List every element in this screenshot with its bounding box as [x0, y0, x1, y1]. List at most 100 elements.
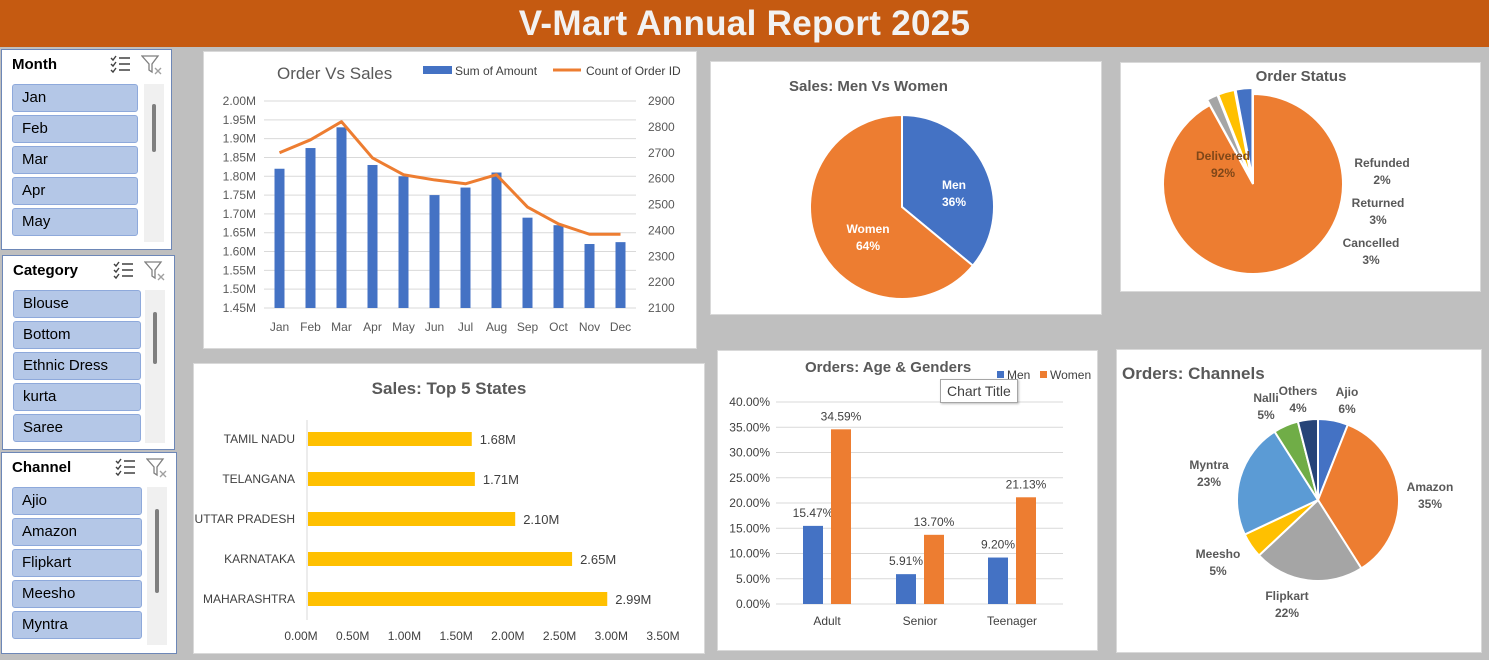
x-tick: Adult: [813, 614, 841, 628]
y-left-tick: 1.75M: [223, 188, 256, 202]
state-label: UTTAR PRADESH: [195, 512, 295, 526]
y-tick: 20.00%: [729, 496, 770, 510]
top-5-states-panel[interactable]: Sales: Top 5 States TAMIL NADU 1.68M TELANG…: [193, 363, 705, 654]
slicer-item-month[interactable]: Feb: [12, 115, 138, 143]
bar-value-label: 21.13%: [1006, 477, 1047, 491]
y-right-tick: 2300: [648, 249, 675, 263]
channel-slicer[interactable]: Channel Ajio Amazon Flipkart Meesho Myntra: [1, 452, 177, 654]
slice-label: Delivered: [1196, 149, 1250, 163]
slicer-item-category[interactable]: Ethnic Dress: [13, 352, 141, 380]
sales-men-women-panel[interactable]: Sales: Men Vs Women Men 36% Women 64%: [710, 61, 1102, 315]
pie-slice: [809, 113, 975, 300]
slicer-item-category[interactable]: Saree: [13, 414, 141, 442]
bar-value-label: 9.20%: [981, 538, 1015, 552]
legend-label: Women: [1050, 368, 1091, 382]
slicer-item-channel[interactable]: Amazon: [12, 518, 142, 546]
y-tick: 10.00%: [729, 547, 770, 561]
category-slicer[interactable]: Category Blouse Bottom Ethnic Dress kurta Sa…: [2, 255, 175, 450]
chart-title: Orders: Channels: [1122, 364, 1265, 383]
bar-amount: [584, 244, 595, 308]
pie-slice: [901, 113, 995, 268]
y-left-tick: 1.90M: [223, 132, 256, 146]
orders-channels-panel[interactable]: Orders: Channels Ajio 6% Amazon 35% Flipkart 2…: [1116, 349, 1482, 653]
y-right-tick: 2400: [648, 223, 675, 237]
slice-pct: 92%: [1211, 166, 1235, 180]
bar-state: [308, 512, 516, 526]
bar-men: [988, 557, 1008, 604]
slice-label: Returned: [1352, 196, 1405, 210]
slicer-scrollbar[interactable]: [144, 84, 164, 242]
pie-slice: [1296, 417, 1319, 501]
slicer-item-channel[interactable]: Flipkart: [12, 549, 142, 577]
multi-select-icon[interactable]: [114, 457, 136, 477]
order-vs-sales-chart: Order Vs Sales Sum of Amount Count of Orde…: [223, 64, 681, 334]
order-vs-sales-panel[interactable]: Order Vs Sales Sum of Amount Count of Orde…: [203, 51, 697, 349]
legend-swatch-women: [1040, 371, 1047, 378]
y-tick: 25.00%: [729, 471, 770, 485]
legend-swatch-amount: [423, 66, 452, 74]
pie-slice: [1316, 423, 1400, 570]
bar-amount: [522, 217, 533, 308]
y-left-tick: 2.00M: [223, 94, 256, 108]
slice-pct: 35%: [1418, 497, 1442, 511]
x-tick: Sep: [517, 320, 539, 334]
slice-label: Cancelled: [1343, 236, 1400, 250]
legend-label: Sum of Amount: [455, 64, 538, 78]
bar-amount: [336, 127, 347, 308]
y-left-tick: 1.60M: [223, 245, 256, 259]
bar-amount: [274, 168, 285, 308]
slice-pct: 23%: [1197, 475, 1221, 489]
clear-filter-icon[interactable]: [141, 54, 163, 76]
slicer-item-category[interactable]: Blouse: [13, 290, 141, 318]
y-left-tick: 1.80M: [223, 169, 256, 183]
order-status-panel[interactable]: Order Status Delivered 92% Refunded 2% Return…: [1120, 62, 1481, 292]
line-order-count: [278, 120, 621, 236]
state-label: TELANGANA: [222, 472, 295, 486]
bar-state: [308, 472, 475, 486]
x-tick: 2.50M: [543, 629, 576, 643]
slicer-scrollbar[interactable]: [147, 487, 167, 645]
slicer-item-month[interactable]: Jan: [12, 84, 138, 112]
slice-label: Flipkart: [1265, 589, 1308, 603]
y-right-tick: 2500: [648, 198, 675, 212]
slicer-item-month[interactable]: Apr: [12, 177, 138, 205]
bar-amount: [460, 187, 471, 308]
state-label: KARNATAKA: [224, 552, 295, 566]
slice-pct: 5%: [1209, 564, 1227, 578]
slice-pct: 3%: [1362, 253, 1380, 267]
x-tick: Mar: [331, 320, 352, 334]
multi-select-icon[interactable]: [109, 54, 131, 74]
bar-value-label: 2.65M: [580, 552, 616, 567]
slicer-item-month[interactable]: May: [12, 208, 138, 236]
y-left-tick: 1.65M: [223, 226, 256, 240]
bar-value-label: 1.68M: [480, 432, 516, 447]
report-title: V-Mart Annual Report 2025: [0, 0, 1489, 47]
clear-filter-icon[interactable]: [146, 457, 168, 479]
pie-slice: [1257, 498, 1363, 582]
slice-label: Men: [942, 178, 966, 192]
orders-age-genders-panel[interactable]: Orders: Age & Genders Men Women 0.00% 5.00% 1…: [717, 350, 1098, 651]
clear-filter-icon[interactable]: [144, 260, 166, 282]
x-tick: Oct: [549, 320, 568, 334]
chart-title: Order Status: [1256, 68, 1347, 85]
y-left-tick: 1.45M: [223, 301, 256, 315]
slicer-item-category[interactable]: Bottom: [13, 321, 141, 349]
bar-amount: [491, 172, 502, 308]
x-tick: Dec: [610, 320, 631, 334]
slice-pct: 4%: [1289, 401, 1307, 415]
slicer-item-month[interactable]: Mar: [12, 146, 138, 174]
bar-amount: [429, 195, 440, 308]
x-tick: 2.00M: [491, 629, 524, 643]
pie-slice: [1236, 430, 1320, 536]
slicer-item-channel[interactable]: Myntra: [12, 611, 142, 639]
slicer-item-channel[interactable]: Ajio: [12, 487, 142, 515]
multi-select-icon[interactable]: [112, 260, 134, 280]
slicer-item-channel[interactable]: Meesho: [12, 580, 142, 608]
x-tick: Nov: [579, 320, 600, 334]
slicer-item-category[interactable]: kurta: [13, 383, 141, 411]
slice-label: Women: [846, 222, 889, 236]
month-slicer[interactable]: Month Jan Feb Mar Apr May: [1, 49, 172, 250]
sales-men-women-chart: Sales: Men Vs Women Men 36% Women 64%: [789, 78, 995, 300]
slicer-scrollbar[interactable]: [145, 290, 165, 443]
x-tick: May: [392, 320, 415, 334]
